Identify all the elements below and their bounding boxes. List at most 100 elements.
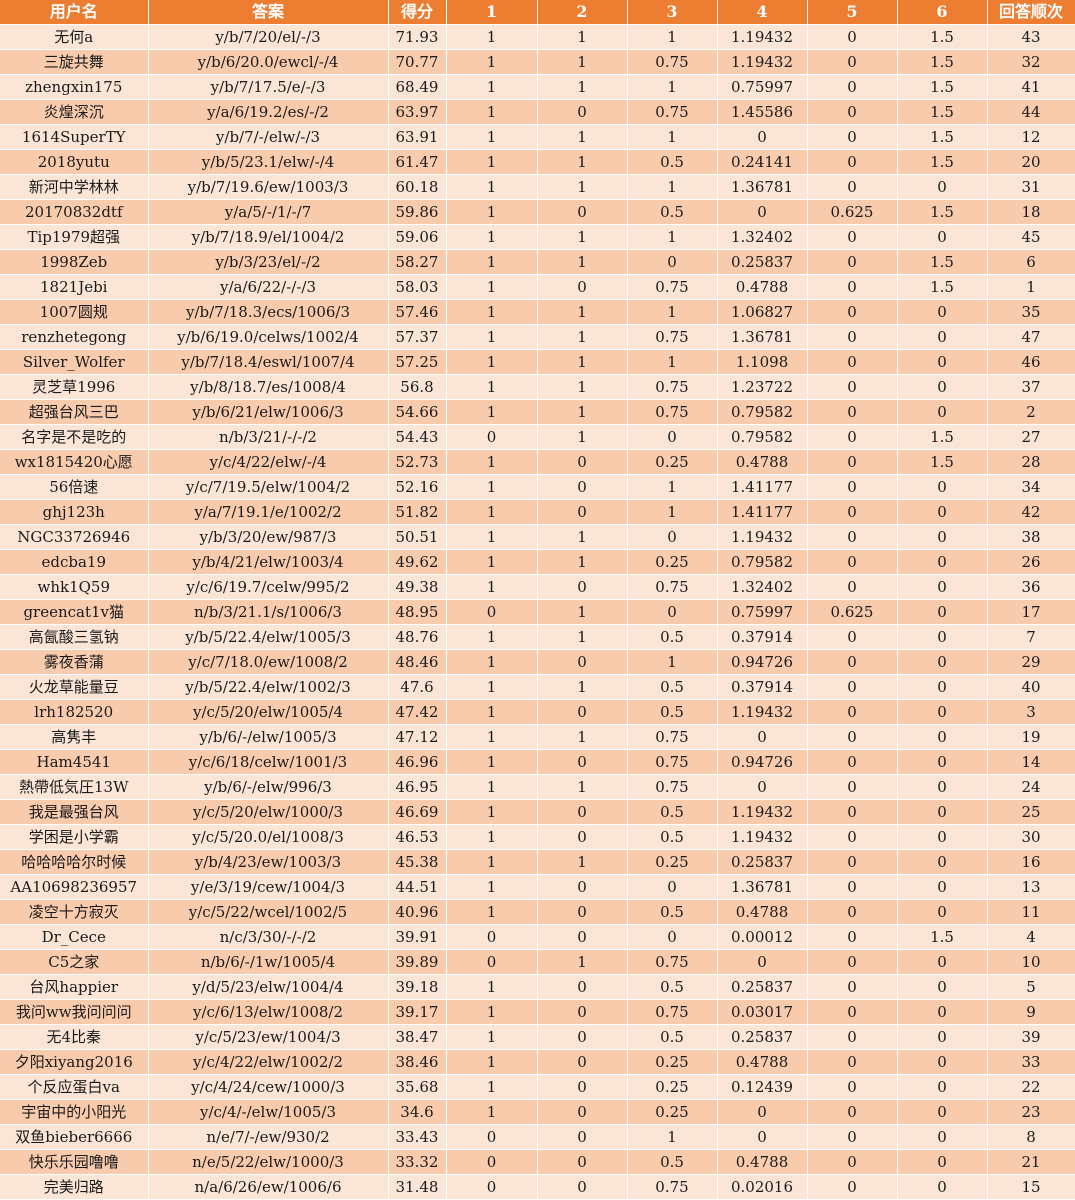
- answer-cell: n/b/3/21.1/s/1006/3: [148, 599, 389, 625]
- col-4-cell: 0.37914: [717, 674, 808, 700]
- col-3-cell: 0.25: [627, 1099, 718, 1125]
- score-cell: 46.95: [388, 774, 447, 800]
- col-4-cell: 0: [717, 199, 808, 225]
- username-cell: Dr_Cece: [0, 924, 149, 950]
- answer-order-cell: 38: [987, 524, 1075, 550]
- col-6-cell: 0: [897, 299, 988, 325]
- col-5-cell: 0: [807, 99, 898, 125]
- col-4-cell: 0: [717, 774, 808, 800]
- col-4-cell: 1.36781: [717, 174, 808, 200]
- answer-cell: y/a/6/19.2/es/-/2: [148, 99, 389, 125]
- col-6-cell: 0: [897, 1099, 988, 1125]
- score-cell: 70.77: [388, 49, 447, 75]
- col-2-cell: 0: [537, 649, 628, 675]
- col-2-cell: 1: [537, 174, 628, 200]
- col-5-cell: 0: [807, 899, 898, 925]
- score-cell: 48.76: [388, 624, 447, 650]
- col-1-cell: 1: [446, 874, 538, 900]
- col-2-cell: 0: [537, 1124, 628, 1150]
- col-6-cell: 0: [897, 224, 988, 250]
- col-3-cell: 0.5: [627, 149, 718, 175]
- score-cell: 52.16: [388, 474, 447, 500]
- col-2-cell: 0: [537, 1074, 628, 1100]
- col-1-cell: 1: [446, 399, 538, 425]
- col-3-cell: 0.5: [627, 674, 718, 700]
- column-header-col-2: 2: [537, 0, 628, 25]
- col-4-cell: 0: [717, 124, 808, 150]
- col-5-cell: 0: [807, 499, 898, 525]
- answer-order-cell: 25: [987, 799, 1075, 825]
- col-2-cell: 1: [537, 424, 628, 450]
- col-5-cell: 0: [807, 1124, 898, 1150]
- answer-cell: n/e/5/22/elw/1000/3: [148, 1149, 389, 1175]
- col-4-cell: 0: [717, 1099, 808, 1125]
- answer-order-cell: 34: [987, 474, 1075, 500]
- col-1-cell: 0: [446, 949, 538, 975]
- col-2-cell: 1: [537, 149, 628, 175]
- col-1-cell: 1: [446, 1099, 538, 1125]
- col-4-cell: 1.1098: [717, 349, 808, 375]
- col-6-cell: 0: [897, 1024, 988, 1050]
- answer-cell: y/b/6/-/elw/996/3: [148, 774, 389, 800]
- col-1-cell: 1: [446, 299, 538, 325]
- col-1-cell: 1: [446, 249, 538, 275]
- col-4-cell: 0.4788: [717, 1049, 808, 1075]
- col-1-cell: 0: [446, 1149, 538, 1175]
- col-2-cell: 0: [537, 999, 628, 1025]
- col-1-cell: 1: [446, 499, 538, 525]
- table-row: ghj123h y/a/7/19.1/e/1002/2 51.82 1 0 1 1.4117…: [0, 499, 1075, 525]
- username-cell: 凌空十方寂灭: [0, 899, 149, 925]
- score-cell: 57.25: [388, 349, 447, 375]
- col-1-cell: 0: [446, 1174, 538, 1200]
- col-1-cell: 1: [446, 849, 538, 875]
- col-3-cell: 0.75: [627, 324, 718, 350]
- col-4-cell: 0.12439: [717, 1074, 808, 1100]
- username-cell: 新河中学林林: [0, 174, 149, 200]
- score-cell: 46.53: [388, 824, 447, 850]
- col-3-cell: 0.75: [627, 724, 718, 750]
- score-cell: 38.46: [388, 1049, 447, 1075]
- table-row: 56倍速 y/c/7/19.5/elw/1004/2 52.16 1 0 1 1.41177…: [0, 474, 1075, 500]
- col-4-cell: 1.19432: [717, 799, 808, 825]
- table-row: 双鱼bieber6666 n/e/7/-/ew/930/2 33.43 0 0 1 0 0 0 8: [0, 1124, 1075, 1150]
- answer-order-cell: 19: [987, 724, 1075, 750]
- answer-cell: y/b/3/20/ew/987/3: [148, 524, 389, 550]
- score-cell: 60.18: [388, 174, 447, 200]
- col-2-cell: 1: [537, 374, 628, 400]
- col-5-cell: 0: [807, 674, 898, 700]
- score-cell: 44.51: [388, 874, 447, 900]
- col-3-cell: 0: [627, 524, 718, 550]
- col-3-cell: 0.5: [627, 974, 718, 1000]
- col-4-cell: 0.4788: [717, 274, 808, 300]
- col-6-cell: 0: [897, 899, 988, 925]
- answer-cell: y/c/4/22/elw/-/4: [148, 449, 389, 475]
- score-cell: 31.48: [388, 1174, 447, 1200]
- username-cell: 双鱼bieber6666: [0, 1124, 149, 1150]
- col-6-cell: 0: [897, 974, 988, 1000]
- col-6-cell: 0: [897, 649, 988, 675]
- col-3-cell: 1: [627, 224, 718, 250]
- col-5-cell: 0: [807, 724, 898, 750]
- col-4-cell: 0.25837: [717, 249, 808, 275]
- col-4-cell: 1.45586: [717, 99, 808, 125]
- col-6-cell: 1.5: [897, 199, 988, 225]
- col-6-cell: 1.5: [897, 124, 988, 150]
- table-row: 台风happier y/d/5/23/elw/1004/4 39.18 1 0 0.5 0.…: [0, 974, 1075, 1000]
- col-1-cell: 1: [446, 324, 538, 350]
- answer-cell: y/b/7/19.6/ew/1003/3: [148, 174, 389, 200]
- username-cell: 夕阳xiyang2016: [0, 1049, 149, 1075]
- col-5-cell: 0.625: [807, 199, 898, 225]
- col-6-cell: 1.5: [897, 274, 988, 300]
- col-5-cell: 0: [807, 324, 898, 350]
- table-row: 熱帶低気圧13W y/b/6/-/elw/996/3 46.95 1 1 0.75 0 0 0 2…: [0, 774, 1075, 800]
- answer-cell: y/b/8/18.7/es/1008/4: [148, 374, 389, 400]
- score-cell: 47.42: [388, 699, 447, 725]
- answer-order-cell: 47: [987, 324, 1075, 350]
- answer-order-cell: 46: [987, 349, 1075, 375]
- col-2-cell: 1: [537, 624, 628, 650]
- table-row: Silver_Wolfer y/b/7/18.4/eswl/1007/4 57.25…: [0, 349, 1075, 375]
- table-row: renzhetegong y/b/6/19.0/celws/1002/4 57.37…: [0, 324, 1075, 350]
- table-row: 火龙草能量豆 y/b/5/22.4/elw/1002/3 47.6 1 1 0.5 0.37…: [0, 674, 1075, 700]
- col-5-cell: 0: [807, 749, 898, 775]
